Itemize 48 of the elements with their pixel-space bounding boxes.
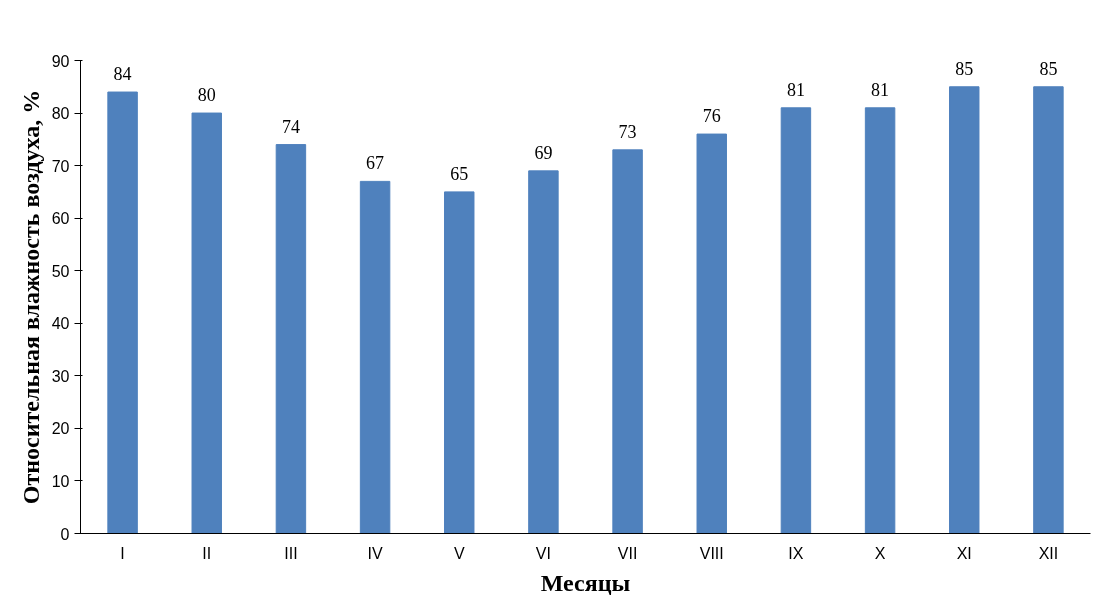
data-label: 84	[113, 64, 132, 85]
bar	[1033, 86, 1064, 534]
y-tick-label: 10	[51, 472, 70, 490]
x-tick-label: IV	[367, 544, 383, 562]
data-label: 85	[955, 58, 974, 79]
x-tick-label: IX	[788, 544, 804, 562]
bar	[528, 170, 559, 534]
data-label: 81	[786, 79, 805, 100]
x-tick-label: III	[284, 544, 298, 562]
bar	[359, 180, 391, 534]
bar	[275, 144, 307, 534]
x-tick-label: X	[874, 544, 886, 562]
y-tick-label: 20	[51, 420, 70, 438]
x-tick-label: XII	[1038, 544, 1059, 562]
y-tick-label: 90	[51, 52, 70, 70]
data-label: 73	[618, 121, 637, 142]
data-label: 65	[450, 163, 469, 184]
x-axis-title: Месяцы	[540, 569, 631, 596]
y-tick-label: 80	[51, 105, 70, 123]
y-tick-label: 30	[51, 367, 70, 385]
x-tick-label: II	[202, 544, 212, 562]
y-axis-title: Относительная влажность воздуха, %	[17, 89, 44, 505]
data-label: 76	[702, 106, 721, 127]
x-tick-label: XI	[956, 544, 972, 562]
data-label: 81	[871, 79, 890, 100]
x-tick-label: VII	[617, 544, 638, 562]
bar	[864, 107, 896, 534]
data-label: 85	[1039, 58, 1058, 79]
bar	[191, 112, 222, 534]
x-tick-label: VI	[535, 544, 551, 562]
y-tick-label: 0	[60, 525, 70, 543]
data-label: 74	[281, 116, 300, 137]
x-tick-label: VIII	[699, 544, 724, 562]
y-tick-label: 60	[51, 210, 70, 228]
data-label: 67	[366, 153, 385, 174]
bar	[612, 149, 643, 534]
bar	[444, 191, 475, 534]
bar	[696, 133, 727, 534]
data-label: 80	[197, 85, 216, 106]
x-tick-label: V	[453, 544, 465, 562]
y-tick-label: 50	[51, 262, 70, 280]
y-tick-label: 70	[51, 157, 70, 175]
bar	[949, 86, 980, 534]
x-tick-label: I	[120, 544, 125, 562]
bar	[780, 107, 812, 534]
data-label: 69	[534, 142, 553, 163]
bar	[107, 91, 138, 534]
y-tick-label: 40	[51, 315, 70, 333]
